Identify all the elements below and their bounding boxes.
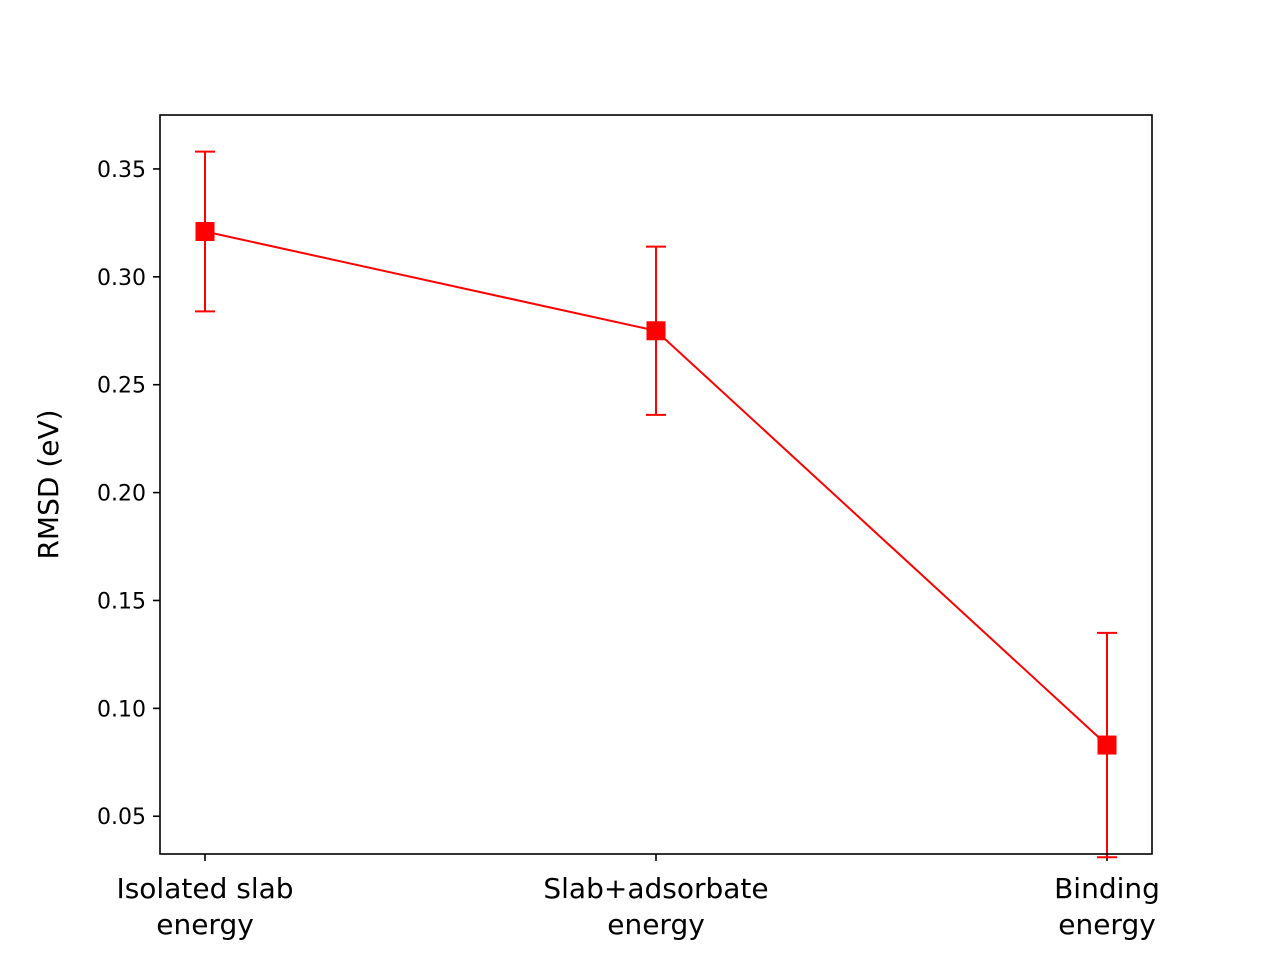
- y-tick-label: 0.30: [97, 266, 146, 291]
- plot-layer: 0.05 0.10 0.15 0.20 0.25 0.30 0.35 Isolated sla…: [97, 150, 1160, 941]
- y-tick-label: 0.10: [97, 697, 146, 722]
- x-tick-label: Isolated slab: [116, 872, 293, 905]
- x-tick-label: Binding: [1054, 872, 1160, 905]
- data-point: [646, 321, 666, 341]
- data-point: [1097, 735, 1117, 755]
- x-tick-label: energy: [1058, 908, 1156, 941]
- y-tick-label: 0.20: [97, 482, 146, 507]
- x-tick-label: Slab+adsorbate: [543, 872, 768, 905]
- y-tick-label: 0.05: [97, 805, 146, 830]
- plot-frame: [159, 114, 1153, 855]
- data-point: [195, 222, 215, 242]
- y-axis-label: RMSD (eV): [32, 409, 65, 559]
- y-tick-label: 0.25: [97, 374, 146, 399]
- x-tick-label: energy: [607, 908, 705, 941]
- x-tick-label: energy: [156, 908, 254, 941]
- y-tick-label: 0.35: [97, 158, 146, 183]
- y-tick-label: 0.15: [97, 589, 146, 614]
